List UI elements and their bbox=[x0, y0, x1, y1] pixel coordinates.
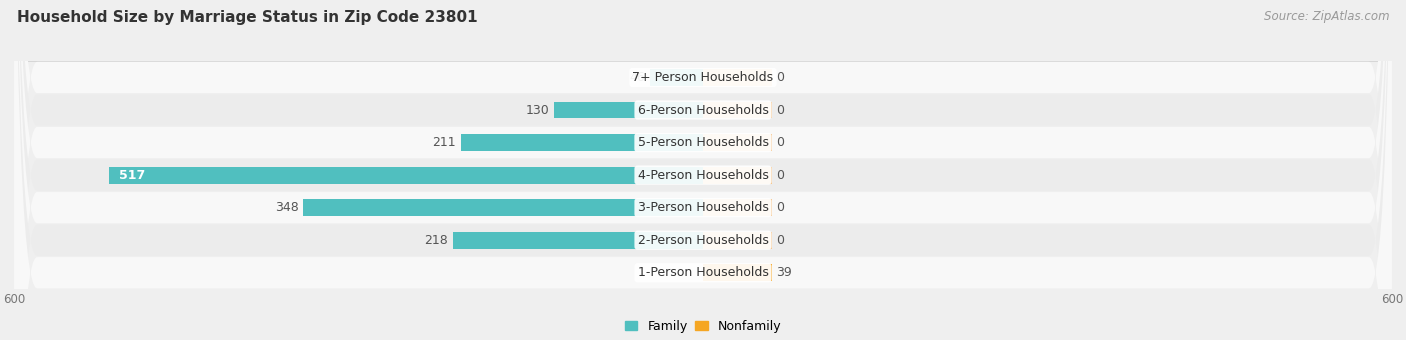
Text: 46: 46 bbox=[630, 71, 645, 84]
FancyBboxPatch shape bbox=[14, 0, 1392, 340]
FancyBboxPatch shape bbox=[14, 0, 1392, 340]
FancyBboxPatch shape bbox=[14, 0, 1392, 340]
Text: 0: 0 bbox=[776, 234, 785, 247]
Bar bbox=[110, 167, 703, 184]
Bar bbox=[703, 199, 772, 216]
Bar bbox=[650, 69, 703, 86]
Bar bbox=[703, 264, 772, 281]
Text: Household Size by Marriage Status in Zip Code 23801: Household Size by Marriage Status in Zip… bbox=[17, 10, 478, 25]
Bar bbox=[703, 167, 772, 184]
Text: 1-Person Households: 1-Person Households bbox=[637, 266, 769, 279]
Text: 0: 0 bbox=[776, 71, 785, 84]
Text: 6-Person Households: 6-Person Households bbox=[637, 103, 769, 117]
Bar bbox=[703, 102, 772, 118]
Text: 218: 218 bbox=[425, 234, 449, 247]
FancyBboxPatch shape bbox=[14, 0, 1392, 340]
Text: 0: 0 bbox=[776, 103, 785, 117]
Text: 0: 0 bbox=[776, 169, 785, 182]
Text: 348: 348 bbox=[276, 201, 299, 214]
Text: 130: 130 bbox=[526, 103, 550, 117]
Text: 0: 0 bbox=[776, 201, 785, 214]
Bar bbox=[703, 232, 772, 249]
Bar bbox=[304, 199, 703, 216]
Text: 7+ Person Households: 7+ Person Households bbox=[633, 71, 773, 84]
Text: 5-Person Households: 5-Person Households bbox=[637, 136, 769, 149]
Text: 211: 211 bbox=[433, 136, 456, 149]
Text: Source: ZipAtlas.com: Source: ZipAtlas.com bbox=[1264, 10, 1389, 23]
FancyBboxPatch shape bbox=[14, 0, 1392, 340]
Bar bbox=[461, 134, 703, 151]
Legend: Family, Nonfamily: Family, Nonfamily bbox=[624, 320, 782, 333]
Text: 3-Person Households: 3-Person Households bbox=[637, 201, 769, 214]
Text: 39: 39 bbox=[776, 266, 792, 279]
FancyBboxPatch shape bbox=[14, 0, 1392, 340]
FancyBboxPatch shape bbox=[14, 0, 1392, 340]
Bar bbox=[703, 69, 772, 86]
Text: 517: 517 bbox=[118, 169, 145, 182]
Bar bbox=[453, 232, 703, 249]
Text: 4-Person Households: 4-Person Households bbox=[637, 169, 769, 182]
Text: 2-Person Households: 2-Person Households bbox=[637, 234, 769, 247]
Text: 0: 0 bbox=[776, 136, 785, 149]
Bar bbox=[703, 134, 772, 151]
Bar bbox=[554, 102, 703, 118]
